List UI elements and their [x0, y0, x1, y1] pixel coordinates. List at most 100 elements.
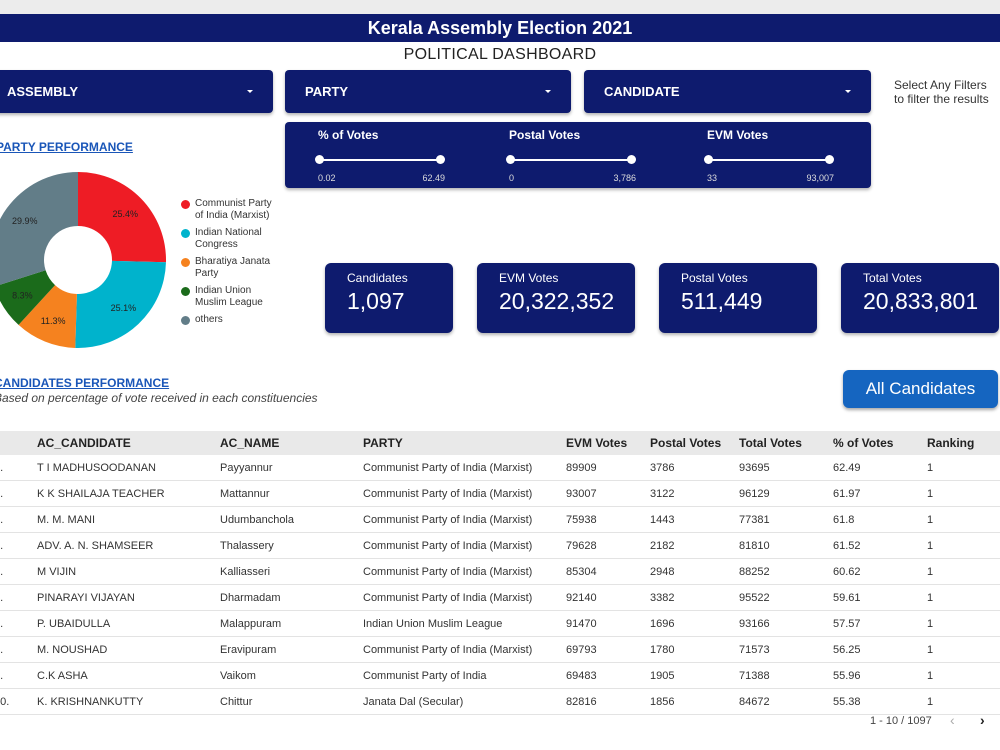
table-cell: 6. [0, 584, 37, 611]
table-cell: 1 [927, 662, 1000, 689]
table-cell: M VIJIN [37, 558, 220, 585]
column-header[interactable]: Postal Votes [650, 436, 722, 450]
slider-min-handle[interactable] [506, 155, 515, 164]
party-filter-dropdown[interactable]: PARTY [285, 70, 571, 113]
slider-max-handle[interactable] [436, 155, 445, 164]
table-cell: 5. [0, 558, 37, 585]
table-cell: Thalassery [220, 532, 363, 559]
table-cell: Eravipuram [220, 636, 363, 663]
slider-min-handle[interactable] [704, 155, 713, 164]
table-cell: P. UBAIDULLA [37, 610, 220, 637]
column-header[interactable]: AC_NAME [220, 436, 280, 450]
percent-votes-slider[interactable]: % of Votes 0.02 62.49 [315, 122, 458, 188]
column-header[interactable]: Ranking [927, 436, 975, 450]
column-header[interactable]: AC_CANDIDATE [37, 436, 131, 450]
postal-votes-slider[interactable]: Postal Votes 0 3,786 [506, 122, 649, 188]
assembly-filter-dropdown[interactable]: ASSEMBLY [0, 70, 273, 113]
kpi-label: Candidates [347, 271, 408, 285]
chevron-down-icon [845, 90, 851, 93]
all-candidates-button[interactable]: All Candidates [843, 370, 998, 408]
table-cell: 1780 [650, 636, 739, 663]
table-cell: ADV. A. N. SHAMSEER [37, 532, 220, 559]
slider-max-value: 62.49 [422, 173, 445, 183]
column-header[interactable]: % of Votes [833, 436, 894, 450]
legend-swatch [181, 229, 190, 238]
table-cell: Malappuram [220, 610, 363, 637]
table-cell: 75938 [566, 506, 650, 533]
slider-title: Postal Votes [509, 128, 581, 142]
table-cell: 79628 [566, 532, 650, 559]
pie-slice[interactable] [75, 260, 166, 348]
table-cell: PINARAYI VIJAYAN [37, 584, 220, 611]
column-header[interactable]: EVM Votes [566, 436, 628, 450]
table-cell: 55.38 [833, 688, 927, 715]
party-filter-label: PARTY [305, 84, 349, 99]
table-header-row: AC_CANDIDATE AC_NAME PARTY EVM Votes Postal … [0, 431, 1000, 455]
kpi-postal-votes: Postal Votes 511,449 [659, 263, 817, 333]
pie-slice[interactable] [0, 270, 56, 325]
table-cell: 9. [0, 662, 37, 689]
table-cell: Kalliasseri [220, 558, 363, 585]
candidate-filter-dropdown[interactable]: CANDIDATE [584, 70, 871, 113]
slider-track [318, 159, 440, 161]
table-row[interactable]: 4.ADV. A. N. SHAMSEERThalasseryCommunist… [0, 532, 1000, 559]
filter-hint-line2: to filter the results [894, 92, 989, 106]
chevron-down-icon [545, 90, 551, 93]
table-cell: 88252 [739, 558, 833, 585]
legend-label: Communist Party of India (Marxist) [195, 198, 272, 221]
table-cell: 1443 [650, 506, 739, 533]
party-performance-link[interactable]: PARTY PERFORMANCE [0, 140, 133, 154]
candidates-performance-link[interactable]: CANDIDATES PERFORMANCE [0, 376, 170, 390]
table-cell: Communist Party of India [363, 662, 566, 689]
table-cell: M. M. MANI [37, 506, 220, 533]
slider-max-handle[interactable] [627, 155, 636, 164]
table-cell: 81810 [739, 532, 833, 559]
legend-item: Communist Party of India (Marxist) [181, 198, 281, 222]
pie-slice[interactable] [0, 172, 78, 287]
slider-max-handle[interactable] [825, 155, 834, 164]
table-cell: 71388 [739, 662, 833, 689]
kpi-total-votes: Total Votes 20,833,801 [841, 263, 999, 333]
column-header[interactable]: PARTY [363, 436, 403, 450]
table-cell: 1905 [650, 662, 739, 689]
table-cell: 61.97 [833, 480, 927, 507]
table-cell: 57.57 [833, 610, 927, 637]
table-cell: Communist Party of India (Marxist) [363, 480, 566, 507]
pie-slice[interactable] [18, 285, 77, 348]
candidate-filter-label: CANDIDATE [604, 84, 680, 99]
table-cell: Udumbanchola [220, 506, 363, 533]
table-cell: 3. [0, 506, 37, 533]
column-header[interactable]: Total Votes [739, 436, 802, 450]
slider-track [509, 159, 631, 161]
table-cell: 84672 [739, 688, 833, 715]
slider-min-handle[interactable] [315, 155, 324, 164]
column-header[interactable] [0, 431, 37, 455]
table-cell: Communist Party of India (Marxist) [363, 558, 566, 585]
evm-votes-slider[interactable]: EVM Votes 33 93,007 [704, 122, 847, 188]
table-cell: 1. [0, 455, 37, 481]
slider-track [707, 159, 829, 161]
table-cell: Communist Party of India (Marxist) [363, 636, 566, 663]
chevron-left-icon[interactable]: ‹ [950, 712, 955, 728]
table-cell: Communist Party of India (Marxist) [363, 532, 566, 559]
table-cell: 71573 [739, 636, 833, 663]
pie-data-label: 25.4% [112, 209, 138, 219]
table-cell: 1 [927, 455, 1000, 481]
table-row[interactable]: 2.K K SHAILAJA TEACHERMattannurCommunist… [0, 480, 1000, 507]
pie-slice[interactable] [78, 172, 167, 263]
table-cell: Communist Party of India (Marxist) [363, 584, 566, 611]
chevron-right-icon[interactable]: › [980, 712, 985, 728]
table-cell: Communist Party of India (Marxist) [363, 506, 566, 533]
table-cell: 69793 [566, 636, 650, 663]
table-cell: 8. [0, 636, 37, 663]
pie-data-label: 25.1% [111, 303, 137, 313]
kpi-value: 20,833,801 [863, 288, 979, 314]
